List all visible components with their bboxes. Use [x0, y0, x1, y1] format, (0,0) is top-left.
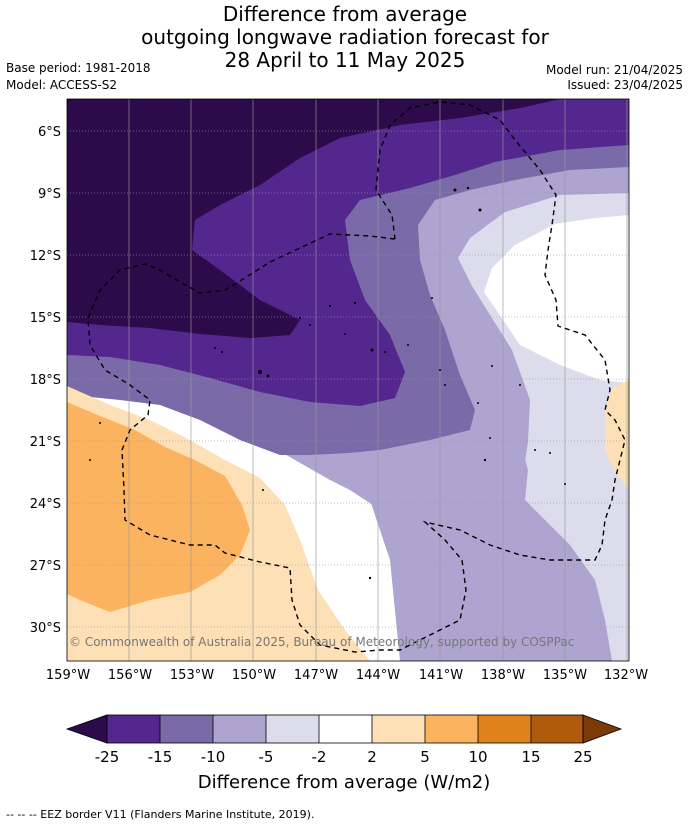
colorbar-tick: 10: [468, 748, 487, 766]
colorbar-tick: 2: [367, 748, 377, 766]
colorbar-tick: -2: [312, 748, 327, 766]
gridlines: [67, 99, 629, 661]
lat-label: 9°S: [38, 187, 61, 202]
colorbar-swatch: [531, 715, 583, 743]
lon-label: 147°W: [294, 668, 338, 683]
lat-label: 12°S: [30, 249, 61, 264]
colorbar-swatch: [478, 715, 531, 743]
colorbar-tick: -25: [95, 748, 120, 766]
lon-labels: 159°W 156°W 153°W 150°W 147°W 144°W 141°…: [46, 668, 648, 683]
issued-label: Issued: 23/04/2025: [567, 78, 683, 92]
colorbar-swatch: [266, 715, 319, 743]
lat-label: 30°S: [30, 621, 61, 636]
lon-label: 150°W: [232, 668, 276, 683]
band-m2-p2-east: [484, 215, 629, 383]
lat-labels: 6°S 9°S 12°S 15°S 18°S 21°S 24°S 27°S 30…: [30, 125, 61, 636]
eez-legend-text: -- -- -- EEZ border V11 (Flanders Marine…: [6, 808, 315, 821]
lon-label: 159°W: [46, 668, 90, 683]
lon-label: 135°W: [543, 668, 587, 683]
lon-label: 153°W: [170, 668, 214, 683]
colorbar-swatch: [160, 715, 213, 743]
lat-label: 15°S: [30, 311, 61, 326]
colorbar-swatch: [319, 715, 372, 743]
colorbar-swatch: [425, 715, 478, 743]
lon-label: 144°W: [356, 668, 400, 683]
colorbar-extend-low: [65, 714, 108, 744]
colorbar-swatch: [107, 715, 160, 743]
band-p5-p10: [67, 402, 250, 612]
anomaly-field: [67, 99, 629, 661]
lat-label: 21°S: [30, 435, 61, 450]
band-p2-p5-east: [605, 380, 629, 490]
lon-label: 132°W: [604, 668, 648, 683]
colorbar-tick: -15: [148, 748, 173, 766]
band-lt-m25: [67, 99, 560, 338]
lon-label: 141°W: [419, 668, 463, 683]
lat-label: 24°S: [30, 497, 61, 512]
model-label: Model: ACCESS-S2: [6, 78, 118, 92]
colorbar-tick: 5: [420, 748, 430, 766]
colorbar-extend-high: [582, 714, 623, 744]
colorbar-swatch: [213, 715, 266, 743]
colorbar-tick: -10: [201, 748, 226, 766]
eez-borders: [87, 101, 626, 653]
title-line-1: Difference from average: [222, 2, 468, 26]
lon-label: 138°W: [481, 668, 525, 683]
copyright-text: © Commonwealth of Australia 2025, Bureau…: [69, 635, 574, 649]
base-period-label: Base period: 1981-2018: [6, 61, 151, 75]
band-m10-m5-tongue: [310, 435, 612, 661]
colorbar-swatch: [372, 715, 425, 743]
colorbar-label: Difference from average (W/m2): [198, 772, 490, 793]
colorbar-tick: -5: [259, 748, 274, 766]
title-line-3: 28 April to 11 May 2025: [224, 48, 466, 72]
colorbar: -25 -15 -10 -5 -2 2 5 10 15 25 Differenc…: [65, 714, 623, 793]
model-run-label: Model run: 21/04/2025: [545, 63, 683, 77]
eez-border-cook-islands: [87, 101, 626, 653]
title-line-2: outgoing longwave radiation forecast for: [141, 25, 549, 49]
colorbar-tick: 25: [573, 748, 592, 766]
lat-label: 27°S: [30, 559, 61, 574]
colorbar-tick: 15: [521, 748, 540, 766]
islands: [89, 186, 566, 580]
forecast-map: 6°S 9°S 12°S 15°S 18°S 21°S 24°S 27°S 30…: [30, 98, 648, 793]
map-frame: [66, 98, 630, 662]
lat-label: 6°S: [38, 125, 61, 140]
lat-label: 18°S: [30, 373, 61, 388]
lon-label: 156°W: [108, 668, 152, 683]
